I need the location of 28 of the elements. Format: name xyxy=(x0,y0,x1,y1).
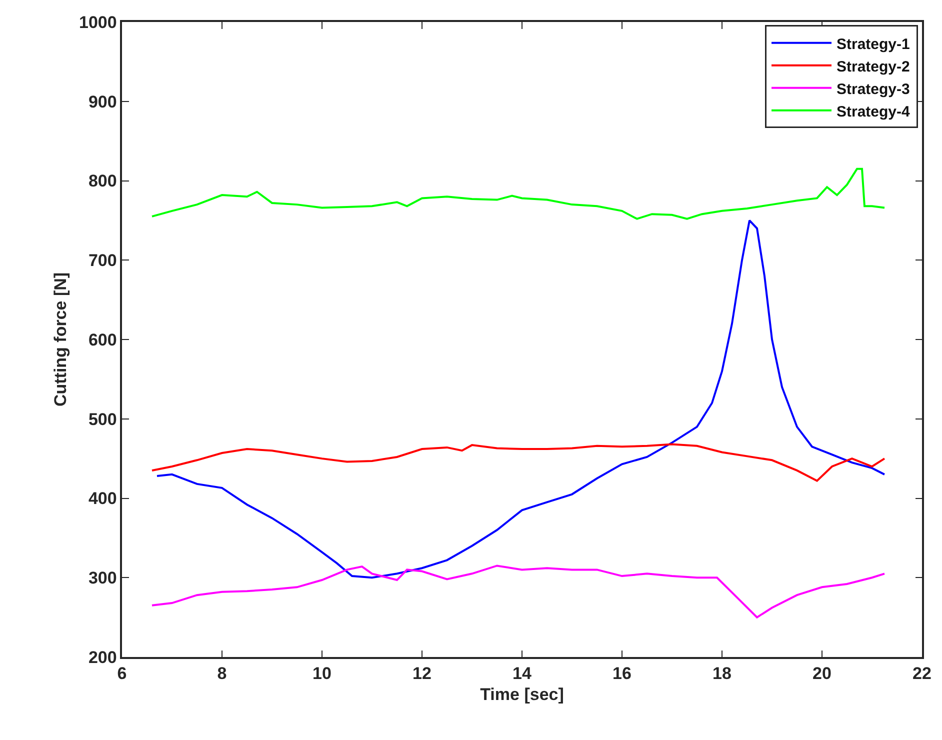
y-tick-label: 300 xyxy=(88,568,117,588)
x-tick-label: 8 xyxy=(217,664,227,684)
x-tick-label: 12 xyxy=(412,664,432,684)
y-tick-label: 200 xyxy=(88,648,117,667)
y-tick-label: 700 xyxy=(88,251,117,270)
y-tick-label: 500 xyxy=(88,410,117,429)
x-axis-title: Time [sec] xyxy=(480,685,564,704)
x-tick-label: 10 xyxy=(312,664,332,684)
y-tick-label: 900 xyxy=(88,92,117,112)
x-tick-label: 20 xyxy=(812,664,832,684)
legend-label: Strategy-4 xyxy=(836,103,911,120)
y-axis-title: Cutting force [N] xyxy=(51,272,70,407)
legend-label: Strategy-2 xyxy=(836,58,910,76)
y-tick-label: 800 xyxy=(88,172,117,191)
x-tick-label: 6 xyxy=(117,664,127,684)
x-tick-label: 18 xyxy=(712,664,732,684)
line-series xyxy=(151,564,886,618)
x-tick-label: 22 xyxy=(912,664,932,684)
x-tick-label: 14 xyxy=(512,664,532,684)
line-series xyxy=(151,168,886,220)
line-series xyxy=(156,219,886,579)
y-tick-label: 600 xyxy=(88,330,117,350)
line-series xyxy=(151,443,886,482)
legend-label: Strategy-3 xyxy=(836,80,910,98)
legend-label: Strategy-1 xyxy=(836,36,910,53)
x-tick-label: 16 xyxy=(612,664,632,684)
y-tick-label: 400 xyxy=(88,489,117,508)
y-tick-label: 1000 xyxy=(79,12,117,32)
